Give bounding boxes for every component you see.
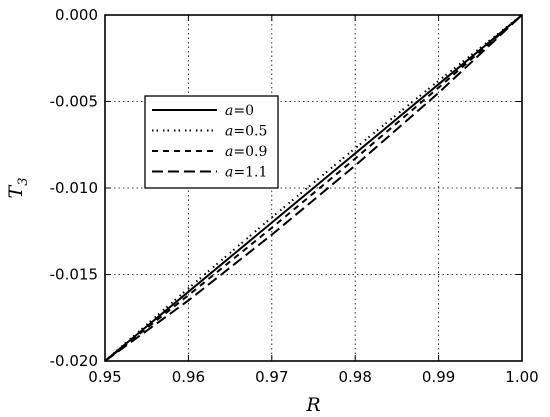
y-tick-label: -0.010 bbox=[50, 179, 98, 197]
legend-label: a=1.1 bbox=[225, 165, 267, 181]
series-line bbox=[104, 14, 523, 362]
y-axis-label-subscript: 3 bbox=[16, 178, 31, 186]
plot-lines bbox=[104, 14, 523, 362]
y-tick-label: -0.020 bbox=[50, 352, 98, 370]
y-tick-label: 0.000 bbox=[55, 6, 98, 24]
x-axis-label: R bbox=[305, 394, 320, 416]
x-tick-label: 0.96 bbox=[172, 368, 205, 386]
x-tick-label: 0.98 bbox=[338, 368, 371, 386]
y-tick-label: -0.005 bbox=[50, 93, 98, 111]
legend-label: a=0 bbox=[225, 103, 254, 119]
y-tick-label: -0.015 bbox=[50, 266, 98, 284]
ticks: 0.95 0.96 0.97 0.98 0.99 1.00 0.000 -0.005 -0.01… bbox=[50, 6, 539, 386]
legend-box bbox=[144, 95, 279, 189]
series-line bbox=[104, 14, 523, 362]
x-tick-label: 0.97 bbox=[255, 368, 288, 386]
legend-label: a=0.5 bbox=[225, 124, 267, 140]
x-tick-label: 1.00 bbox=[505, 368, 538, 386]
y-axis-label: T3 bbox=[5, 178, 31, 199]
series-line bbox=[104, 14, 523, 362]
x-tick-label: 0.99 bbox=[422, 368, 455, 386]
x-tick-label: 0.95 bbox=[88, 368, 121, 386]
legend: a=0 a=0.5 a=0.9 a=1.1 bbox=[144, 95, 279, 189]
y-axis-label-main: T bbox=[5, 184, 27, 198]
legend-label: a=0.9 bbox=[225, 144, 267, 160]
